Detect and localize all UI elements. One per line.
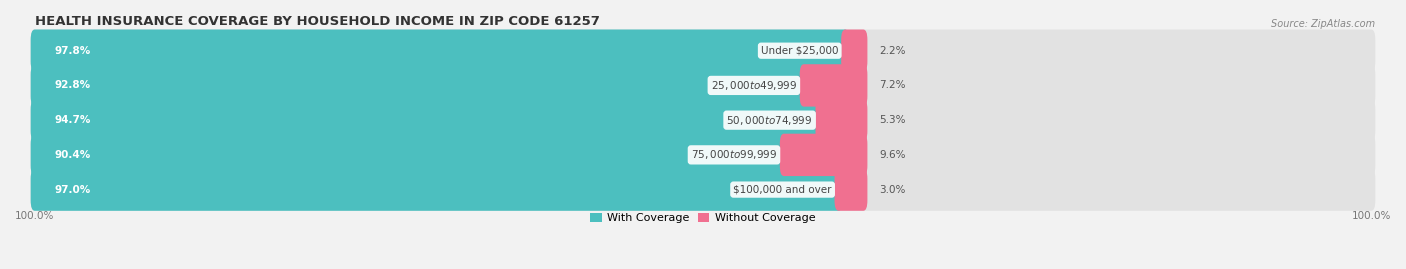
Text: $75,000 to $99,999: $75,000 to $99,999 [690,148,778,161]
FancyBboxPatch shape [841,30,868,72]
Text: 90.4%: 90.4% [55,150,91,160]
FancyBboxPatch shape [780,134,868,176]
Text: HEALTH INSURANCE COVERAGE BY HOUSEHOLD INCOME IN ZIP CODE 61257: HEALTH INSURANCE COVERAGE BY HOUSEHOLD I… [35,15,599,28]
Text: 5.3%: 5.3% [879,115,905,125]
Text: 97.8%: 97.8% [55,46,91,56]
Text: Source: ZipAtlas.com: Source: ZipAtlas.com [1271,19,1375,29]
Text: 7.2%: 7.2% [879,80,905,90]
FancyBboxPatch shape [31,30,849,72]
FancyBboxPatch shape [31,99,824,141]
Text: 97.0%: 97.0% [55,185,91,194]
Text: 94.7%: 94.7% [55,115,91,125]
FancyBboxPatch shape [815,99,868,141]
Text: $100,000 and over: $100,000 and over [734,185,832,194]
Text: 3.0%: 3.0% [879,185,905,194]
FancyBboxPatch shape [31,168,1375,211]
FancyBboxPatch shape [800,64,868,107]
FancyBboxPatch shape [31,64,1375,107]
FancyBboxPatch shape [31,99,1375,141]
Text: $25,000 to $49,999: $25,000 to $49,999 [710,79,797,92]
FancyBboxPatch shape [835,168,868,211]
Text: 92.8%: 92.8% [55,80,91,90]
FancyBboxPatch shape [31,30,1375,72]
FancyBboxPatch shape [31,134,787,176]
Text: 9.6%: 9.6% [879,150,905,160]
Text: $50,000 to $74,999: $50,000 to $74,999 [727,114,813,127]
FancyBboxPatch shape [31,168,842,211]
Text: 2.2%: 2.2% [879,46,905,56]
Text: Under $25,000: Under $25,000 [761,46,838,56]
FancyBboxPatch shape [31,64,807,107]
Legend: With Coverage, Without Coverage: With Coverage, Without Coverage [586,208,820,228]
FancyBboxPatch shape [31,134,1375,176]
